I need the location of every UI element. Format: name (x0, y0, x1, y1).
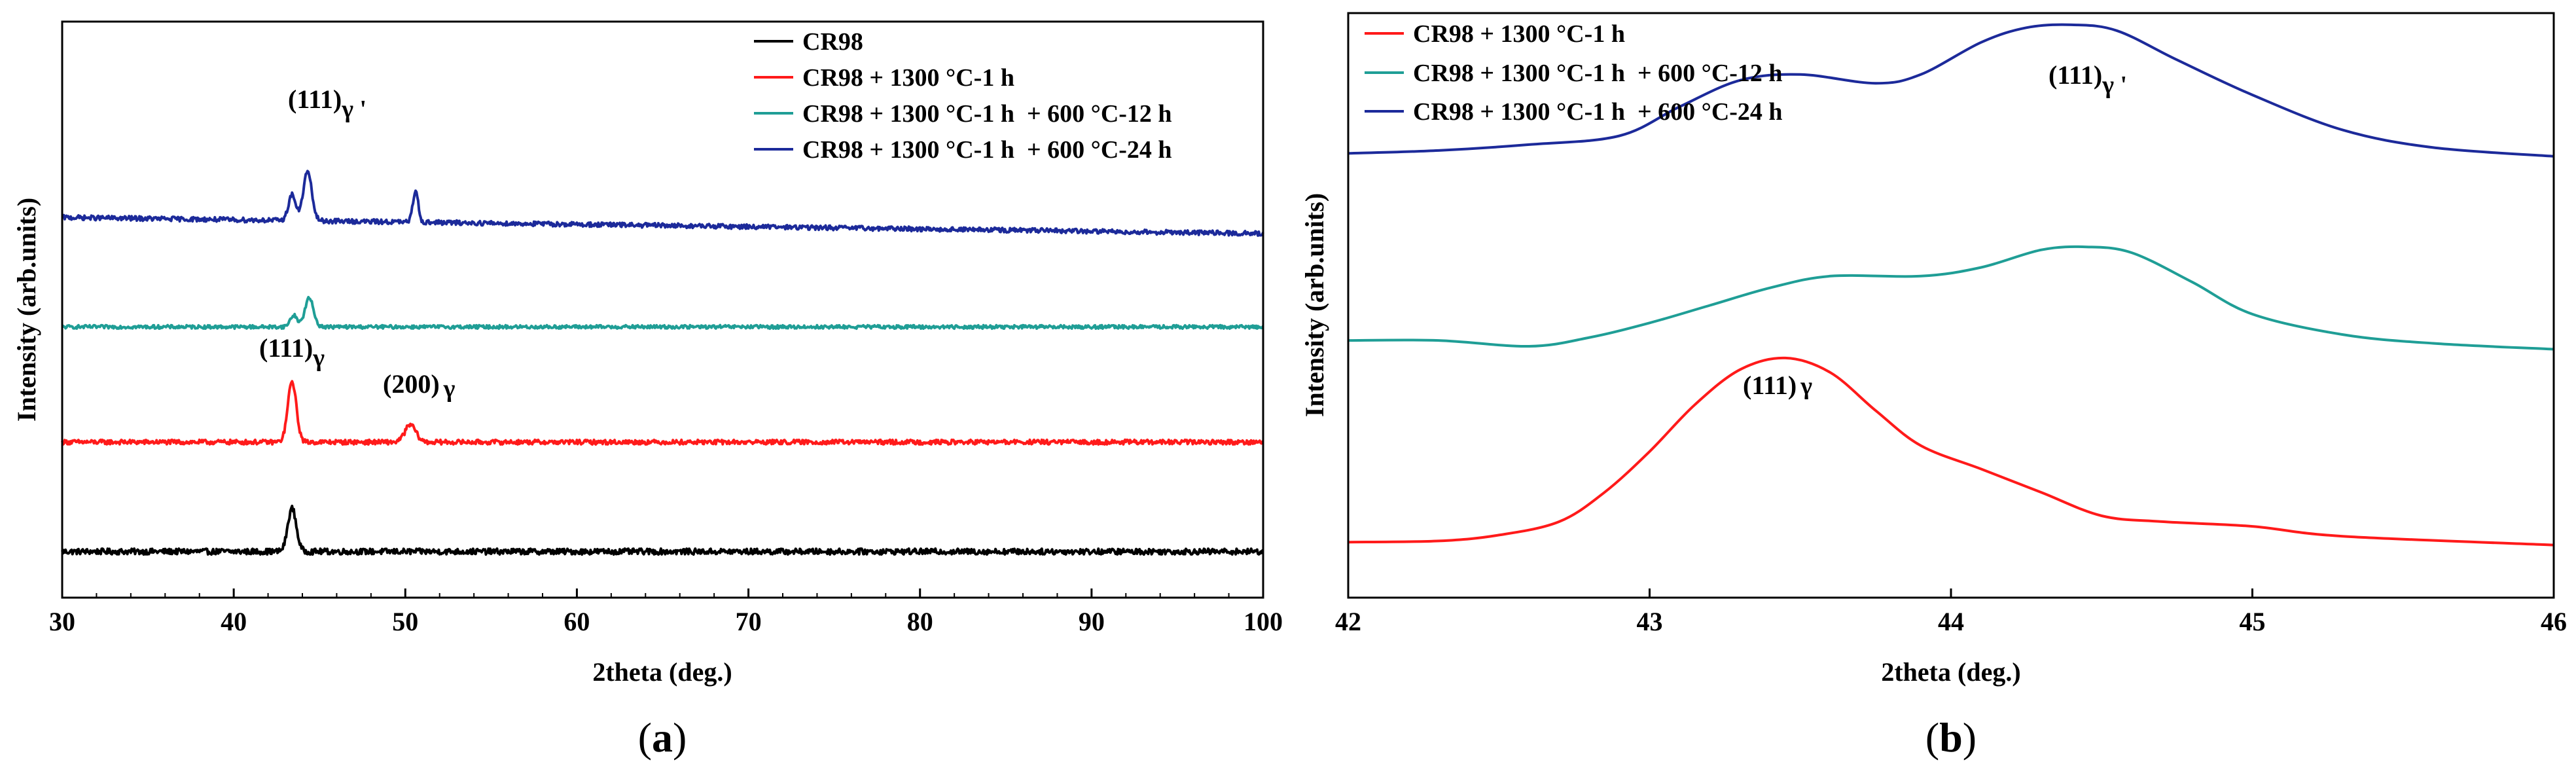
x-axis-label-a: 2theta (deg.) (592, 657, 732, 687)
series-line-cr98-1300-c-1-h (1348, 356, 2554, 547)
annotation-111-gamma-b: (111) γ (1743, 370, 1812, 400)
plot-frame-a (61, 20, 1264, 599)
legend-label-1300: CR98 + 1300 °C-1 h (1413, 20, 1625, 48)
plot-frame-b (1347, 12, 2555, 599)
legend-entry: CR98 + 1300 °C-1 h + 600 °C-12 h (754, 100, 1172, 128)
x-tick-label: 70 (736, 607, 762, 636)
annotation-111-gamma-prime-b: (111)γ ' (2048, 60, 2127, 99)
legend-entry: CR98 + 1300 °C-1 h + 600 °C-24 h (1365, 98, 1783, 126)
legend-label-1300: CR98 + 1300 °C-1 h (802, 64, 1014, 92)
legend-label-600-24h: CR98 + 1300 °C-1 h + 600 °C-24 h (802, 136, 1172, 164)
legend-label-600-12h: CR98 + 1300 °C-1 h + 600 °C-12 h (802, 100, 1172, 128)
annotation-200-gamma-a: (200) γ (383, 369, 456, 403)
series-line-cr98-1300-c-1-h-600-c-24-h (1348, 23, 2554, 158)
series-line-cr98-1300-c-1-h-600-c-24-h (61, 170, 1264, 237)
series-line-cr98 (61, 505, 1264, 556)
legend-label-cr98: CR98 (802, 28, 863, 56)
x-tick-label: 43 (1637, 607, 1663, 636)
legend-entry: CR98 + 1300 °C-1 h + 600 °C-12 h (1365, 60, 1783, 87)
legend-label-600-12h: CR98 + 1300 °C-1 h + 600 °C-12 h (1413, 60, 1783, 87)
x-tick-label: 40 (221, 607, 247, 636)
x-tick-label: 44 (1938, 607, 1964, 636)
legend-label-600-24h: CR98 + 1300 °C-1 h + 600 °C-24 h (1413, 98, 1783, 126)
series-line-cr98-1300-c-1-h-600-c-12-h (62, 296, 1264, 330)
legend-entry: CR98 + 1300 °C-1 h (1365, 20, 1625, 48)
x-tick-label: 30 (49, 607, 75, 636)
series-layer-b (1348, 23, 2554, 547)
series-line-cr98-1300-c-1-h (61, 380, 1264, 446)
annotation-111-gamma-a: (111)γ (259, 333, 325, 372)
x-tick-label: 60 (564, 607, 590, 636)
y-axis-label-a: Intensity (arb.units) (12, 198, 41, 422)
y-axis-label-b: Intensity (arb.units) (1300, 193, 1329, 417)
x-ticks-a: 30 40 50 60 70 80 90 100 (49, 588, 1283, 636)
x-tick-label: 80 (907, 607, 933, 636)
annotation-111-gamma-prime-a: (111)γ ' (288, 84, 367, 123)
chart-panel-a: 30 40 50 60 70 80 90 100 2theta (deg.) Intensit… (12, 20, 1283, 761)
legend-b: CR98 + 1300 °C-1 h CR98 + 1300 °C-1 h + … (1365, 20, 1783, 126)
series-line-cr98-1300-c-1-h-600-c-12-h (1348, 245, 2554, 351)
x-tick-label: 50 (392, 607, 418, 636)
legend-entry: CR98 (754, 28, 863, 56)
x-tick-label: 100 (1243, 607, 1283, 636)
series-layer-a (61, 170, 1264, 556)
x-ticks-b: 42 43 44 45 46 (1335, 588, 2567, 636)
x-axis-label-b: 2theta (deg.) (1881, 657, 2020, 687)
legend-entry: CR98 + 1300 °C-1 h (754, 64, 1014, 92)
x-tick-label: 42 (1335, 607, 1361, 636)
panel-label-b: (b) (1925, 714, 1977, 761)
chart-panel-b: 42 43 44 45 46 2theta (deg.) Intensity (arb.… (1300, 12, 2567, 761)
x-tick-label: 45 (2240, 607, 2266, 636)
panel-label-a: (a) (638, 714, 687, 761)
x-tick-label: 90 (1079, 607, 1105, 636)
legend-a: CR98 CR98 + 1300 °C-1 h CR98 + 1300 °C-1… (754, 28, 1172, 164)
x-tick-label: 46 (2541, 607, 2567, 636)
legend-entry: CR98 + 1300 °C-1 h + 600 °C-24 h (754, 136, 1172, 164)
